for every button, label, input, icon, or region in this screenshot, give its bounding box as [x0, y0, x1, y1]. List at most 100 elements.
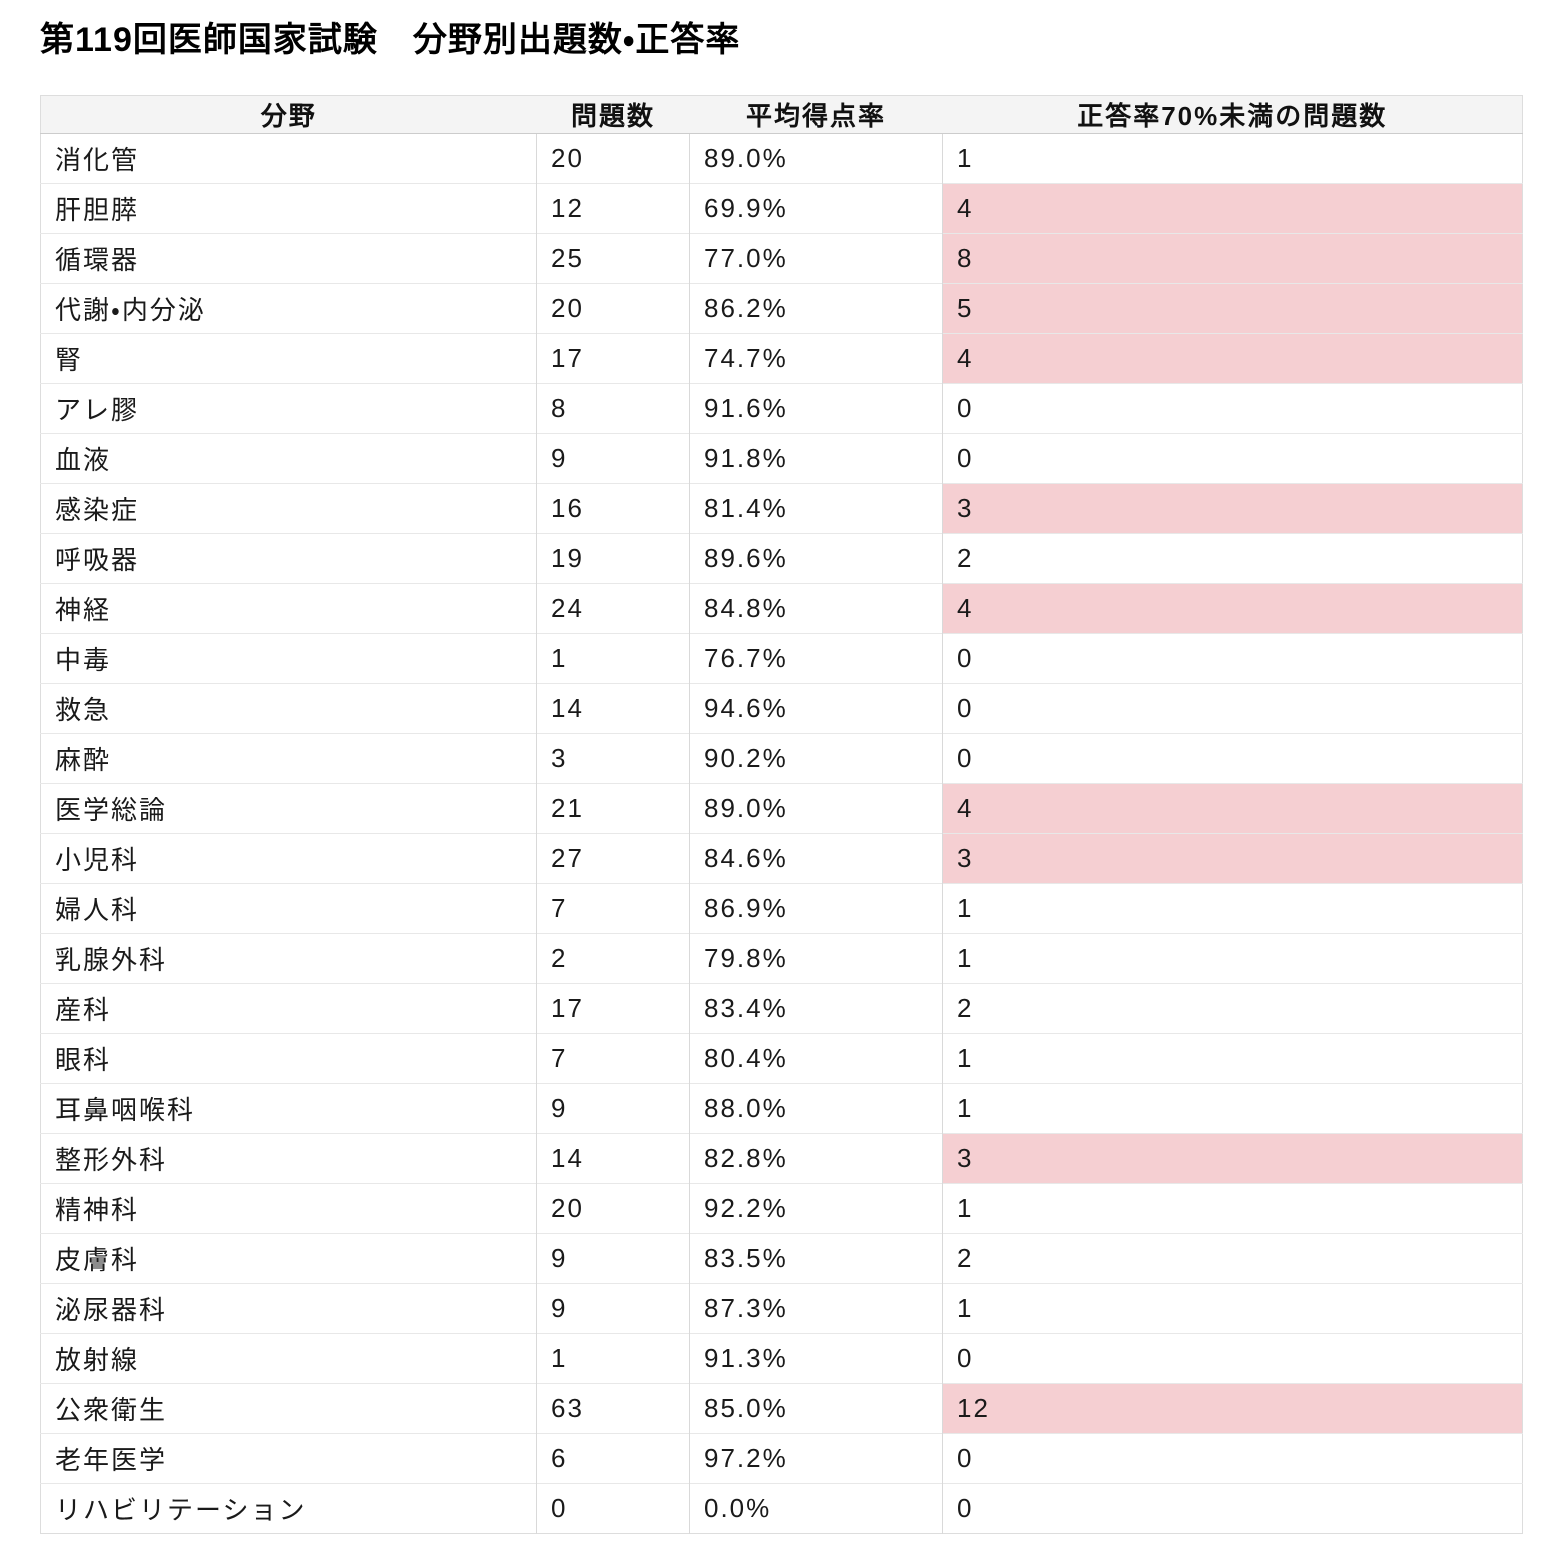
- column-header-average-score-rate: 平均得点率: [689, 95, 943, 134]
- field-cell: 感染症: [40, 483, 537, 534]
- question-count-cell: 63: [536, 1383, 690, 1434]
- table-row: 泌尿器科 9 87.3% 1: [40, 1283, 1523, 1334]
- table-row: 婦人科 7 86.9% 1: [40, 883, 1523, 934]
- under-70-count-cell: 0: [942, 733, 1523, 784]
- question-count-cell: 27: [536, 833, 690, 884]
- under-70-count-cell: 1: [942, 1083, 1523, 1134]
- under-70-count-cell: 4: [942, 783, 1523, 834]
- average-score-rate-cell: 86.9%: [689, 883, 943, 934]
- field-cell: 中毒: [40, 633, 537, 684]
- table-row: 循環器 25 77.0% 8: [40, 233, 1523, 284]
- field-cell: 乳腺外科: [40, 933, 537, 984]
- average-score-rate-cell: 82.8%: [689, 1133, 943, 1184]
- field-cell: 血液: [40, 433, 537, 484]
- average-score-rate-cell: 79.8%: [689, 933, 943, 984]
- under-70-count-cell: 4: [942, 583, 1523, 634]
- under-70-count-cell: 12: [942, 1383, 1523, 1434]
- under-70-count-cell: 5: [942, 283, 1523, 334]
- table-row: 老年医学 6 97.2% 0: [40, 1433, 1523, 1484]
- field-cell: 肝胆膵: [40, 183, 537, 234]
- average-score-rate-cell: 81.4%: [689, 483, 943, 534]
- average-score-rate-cell: 94.6%: [689, 683, 943, 734]
- table-row: 医学総論 21 89.0% 4: [40, 783, 1523, 834]
- average-score-rate-cell: 91.3%: [689, 1333, 943, 1384]
- column-header-under-70-count: 正答率70%未満の問題数: [942, 95, 1523, 134]
- under-70-count-cell: 2: [942, 533, 1523, 584]
- table-row: リハビリテーション 0 0.0% 0: [40, 1483, 1523, 1534]
- field-cell: 皮膚科: [40, 1233, 537, 1284]
- table-row: 血液 9 91.8% 0: [40, 433, 1523, 484]
- average-score-rate-cell: 92.2%: [689, 1183, 943, 1234]
- table-row: 肝胆膵 12 69.9% 4: [40, 183, 1523, 234]
- under-70-count-cell: 2: [942, 1233, 1523, 1284]
- table-row: 小児科 27 84.6% 3: [40, 833, 1523, 884]
- under-70-count-cell: 4: [942, 183, 1523, 234]
- table-row: 耳鼻咽喉科 9 88.0% 1: [40, 1083, 1523, 1134]
- average-score-rate-cell: 91.8%: [689, 433, 943, 484]
- question-count-cell: 14: [536, 683, 690, 734]
- field-cell: 呼吸器: [40, 533, 537, 584]
- field-cell: 眼科: [40, 1033, 537, 1084]
- average-score-rate-cell: 91.6%: [689, 383, 943, 434]
- average-score-rate-cell: 90.2%: [689, 733, 943, 784]
- table-row: 乳腺外科 2 79.8% 1: [40, 933, 1523, 984]
- field-cell: 代謝・内分泌: [40, 283, 537, 334]
- question-count-cell: 9: [536, 1083, 690, 1134]
- table-row: アレ膠 8 91.6% 0: [40, 383, 1523, 434]
- table-row: 中毒 1 76.7% 0: [40, 633, 1523, 684]
- field-cell: 小児科: [40, 833, 537, 884]
- under-70-count-cell: 0: [942, 383, 1523, 434]
- question-count-cell: 17: [536, 333, 690, 384]
- average-score-rate-cell: 74.7%: [689, 333, 943, 384]
- question-count-cell: 3: [536, 733, 690, 784]
- table-row: 代謝・内分泌 20 86.2% 5: [40, 283, 1523, 334]
- average-score-rate-cell: 83.4%: [689, 983, 943, 1034]
- table-row: 感染症 16 81.4% 3: [40, 483, 1523, 534]
- question-count-cell: 1: [536, 633, 690, 684]
- table-row: 腎 17 74.7% 4: [40, 333, 1523, 384]
- under-70-count-cell: 3: [942, 833, 1523, 884]
- average-score-rate-cell: 89.6%: [689, 533, 943, 584]
- field-cell: 耳鼻咽喉科: [40, 1083, 537, 1134]
- table-row: 眼科 7 80.4% 1: [40, 1033, 1523, 1084]
- average-score-rate-cell: 89.0%: [689, 783, 943, 834]
- average-score-rate-cell: 0.0%: [689, 1483, 943, 1534]
- table-row: 産科 17 83.4% 2: [40, 983, 1523, 1034]
- table-row: 神経 24 84.8% 4: [40, 583, 1523, 634]
- question-count-cell: 1: [536, 1333, 690, 1384]
- average-score-rate-cell: 85.0%: [689, 1383, 943, 1434]
- table-row: 精神科 20 92.2% 1: [40, 1183, 1523, 1234]
- average-score-rate-cell: 84.6%: [689, 833, 943, 884]
- question-count-cell: 12: [536, 183, 690, 234]
- average-score-rate-cell: 84.8%: [689, 583, 943, 634]
- field-cell: 救急: [40, 683, 537, 734]
- average-score-rate-cell: 97.2%: [689, 1433, 943, 1484]
- field-cell: 老年医学: [40, 1433, 537, 1484]
- under-70-count-cell: 1: [942, 133, 1523, 184]
- question-count-cell: 14: [536, 1133, 690, 1184]
- field-cell: アレ膠: [40, 383, 537, 434]
- exam-results-table: 分野 問題数 平均得点率 正答率70%未満の問題数 消化管 20 89.0% 1 肝胆膵…: [40, 95, 1523, 1534]
- under-70-count-cell: 1: [942, 933, 1523, 984]
- under-70-count-cell: 0: [942, 1483, 1523, 1534]
- table-row: 麻酔 3 90.2% 0: [40, 733, 1523, 784]
- table-row: 整形外科 14 82.8% 3: [40, 1133, 1523, 1184]
- under-70-count-cell: 3: [942, 483, 1523, 534]
- under-70-count-cell: 1: [942, 1033, 1523, 1084]
- page-title: 第119回医師国家試験 分野別出題数・正答率: [40, 21, 741, 59]
- under-70-count-cell: 4: [942, 333, 1523, 384]
- table-row: 呼吸器 19 89.6% 2: [40, 533, 1523, 584]
- field-cell: 循環器: [40, 233, 537, 284]
- field-cell: 麻酔: [40, 733, 537, 784]
- table-body: 消化管 20 89.0% 1 肝胆膵 12 69.9% 4 循環器 25 77.0% 8 代謝・内分泌 2…: [40, 133, 1523, 1534]
- under-70-count-cell: 2: [942, 983, 1523, 1034]
- question-count-cell: 20: [536, 283, 690, 334]
- table-row: 消化管 20 89.0% 1: [40, 133, 1523, 184]
- field-cell: 放射線: [40, 1333, 537, 1384]
- average-score-rate-cell: 69.9%: [689, 183, 943, 234]
- under-70-count-cell: 1: [942, 883, 1523, 934]
- average-score-rate-cell: 86.2%: [689, 283, 943, 334]
- question-count-cell: 6: [536, 1433, 690, 1484]
- question-count-cell: 20: [536, 133, 690, 184]
- field-cell: 神経: [40, 583, 537, 634]
